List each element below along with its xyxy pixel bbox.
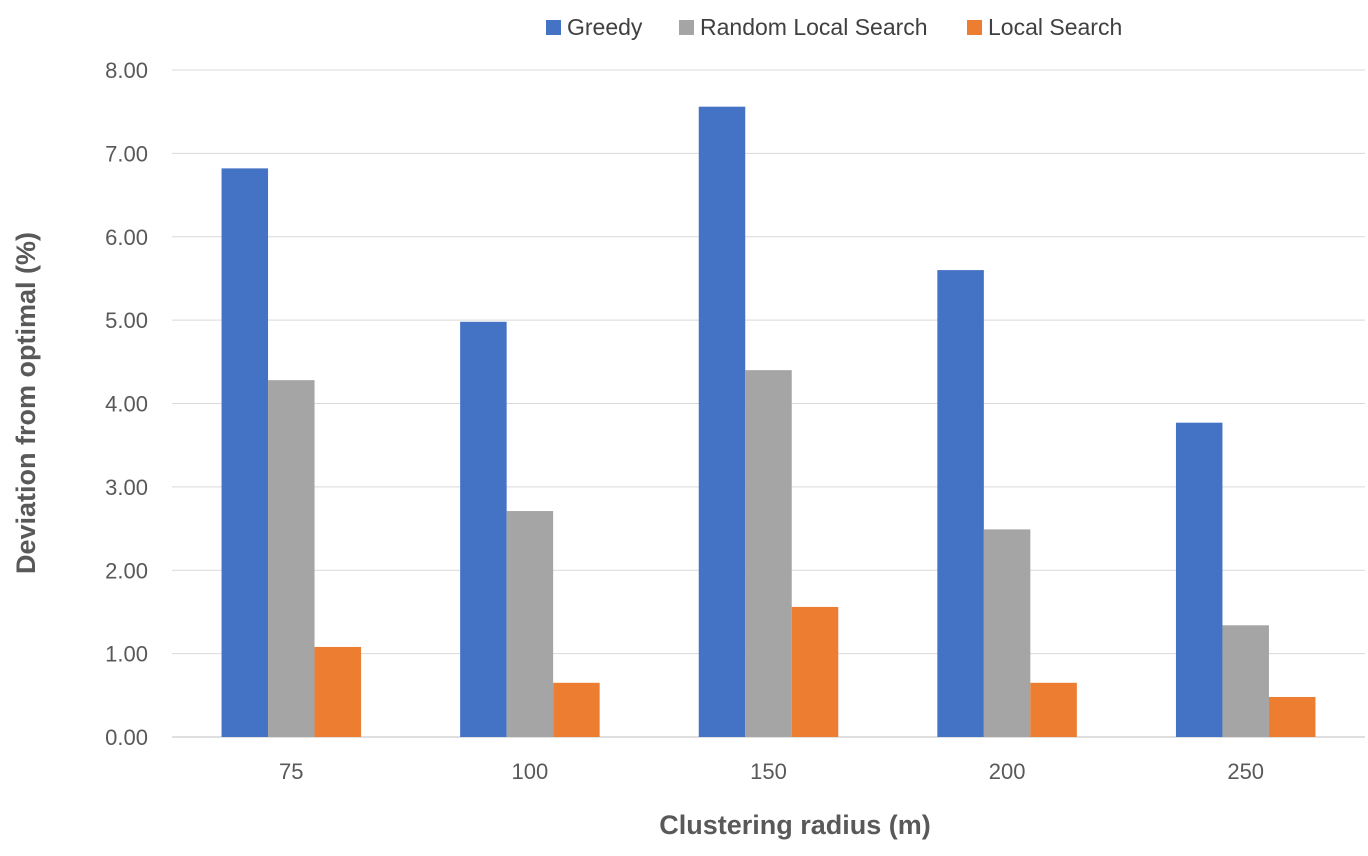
x-tick-label: 150: [750, 759, 787, 784]
bar-greedy-100: [460, 321, 507, 737]
bar-local-search-250: [1268, 696, 1316, 737]
legend-label: Greedy: [567, 14, 643, 40]
x-tick-label: 75: [279, 759, 303, 784]
x-tick-label: 250: [1227, 759, 1264, 784]
bar-greedy-200: [937, 270, 984, 737]
x-axis-ticks: 75 100 150 200 250: [279, 759, 1264, 784]
bar-random-local-search-200: [983, 529, 1031, 737]
legend-label: Random Local Search: [700, 14, 928, 40]
x-axis-title: Clustering radius (m): [659, 810, 931, 840]
y-tick-label: 5.00: [105, 308, 148, 333]
bar-random-local-search-100: [506, 511, 554, 737]
x-tick-label: 200: [989, 759, 1026, 784]
bar-greedy-250: [1175, 422, 1223, 737]
legend: Greedy Random Local Search Local Search: [546, 14, 1122, 40]
y-tick-label: 7.00: [105, 141, 148, 166]
bar-local-search-200: [1030, 682, 1077, 737]
legend-swatch: [967, 20, 982, 35]
y-tick-label: 6.00: [105, 225, 148, 250]
bar-local-search-75: [314, 646, 362, 737]
bar-random-local-search-75: [268, 380, 315, 737]
y-tick-label: 1.00: [105, 642, 148, 667]
y-tick-label: 0.00: [105, 725, 148, 750]
bar-random-local-search-250: [1222, 625, 1269, 737]
x-tick-label: 100: [512, 759, 549, 784]
legend-swatch: [546, 20, 561, 35]
legend-swatch: [679, 20, 694, 35]
bar-local-search-150: [791, 606, 839, 737]
y-axis-ticks: 0.00 1.00 2.00 3.00 4.00 5.00 6.00 7.00 8.00: [105, 58, 148, 750]
y-axis-title: Deviation from optimal (%): [11, 232, 41, 574]
bar-greedy-75: [221, 168, 269, 737]
bar-greedy-150: [698, 106, 746, 737]
bar-random-local-search-150: [745, 370, 792, 737]
bars: [221, 106, 1316, 737]
y-tick-label: 8.00: [105, 58, 148, 83]
legend-label: Local Search: [988, 14, 1122, 40]
bar-local-search-100: [553, 682, 600, 737]
y-tick-label: 4.00: [105, 392, 148, 417]
y-tick-label: 3.00: [105, 475, 148, 500]
y-tick-label: 2.00: [105, 558, 148, 583]
